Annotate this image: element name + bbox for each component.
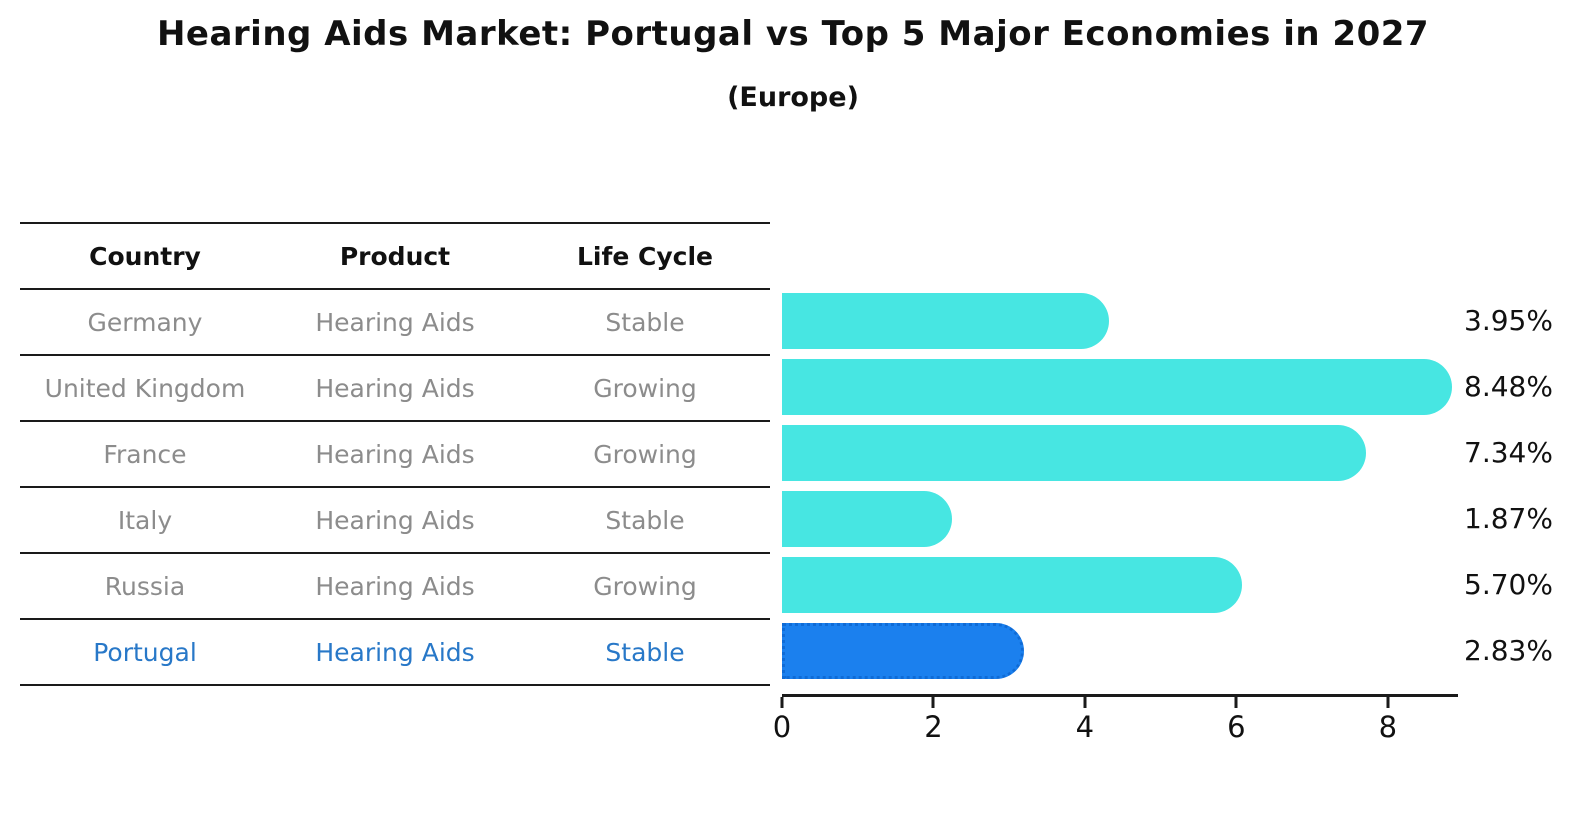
- column-header-product: Product: [339, 241, 451, 271]
- column-header-country: Country: [89, 241, 201, 271]
- x-tick-label: 2: [924, 710, 943, 744]
- cell-life-cycle: Growing: [593, 439, 697, 469]
- bar-portugal-highlighted: [782, 623, 1025, 679]
- table-row-germany: Germany Hearing Aids Stable: [20, 290, 770, 356]
- table-header-row: Country Product Life Cycle: [20, 224, 770, 290]
- bar-row-portugal: 2.83%: [782, 618, 1586, 684]
- cell-country: Portugal: [93, 637, 197, 667]
- cell-country: Russia: [104, 571, 186, 601]
- x-tick-mark: [1386, 697, 1390, 708]
- value-label-italy: 1.87%: [1464, 502, 1553, 535]
- column-header-life-cycle: Life Cycle: [576, 241, 714, 271]
- x-tick-mark: [1234, 697, 1238, 708]
- bar-row-united-kingdom: 8.48%: [782, 354, 1586, 420]
- bar-russia: [782, 557, 1242, 613]
- chart-subtitle: (Europe): [727, 82, 859, 113]
- bar-plot-area: 3.95% 8.48% 7.34% 1.87% 5.70% 2.83%: [782, 288, 1586, 684]
- cell-life-cycle: Stable: [605, 307, 685, 337]
- cell-life-cycle: Growing: [593, 571, 697, 601]
- country-table: Country Product Life Cycle Germany Heari…: [20, 222, 770, 686]
- table-row-portugal: Portugal Hearing Aids Stable: [20, 620, 770, 686]
- table-row-russia: Russia Hearing Aids Growing: [20, 554, 770, 620]
- bar-france: [782, 425, 1366, 481]
- chart-title: Hearing Aids Market: Portugal vs Top 5 M…: [156, 14, 1430, 54]
- cell-product: Hearing Aids: [315, 307, 475, 337]
- value-label-france: 7.34%: [1464, 436, 1553, 469]
- value-label-portugal: 2.83%: [1464, 634, 1553, 667]
- bar-united-kingdom: [782, 359, 1453, 415]
- cell-life-cycle: Stable: [605, 637, 685, 667]
- bar-row-germany: 3.95%: [782, 288, 1586, 354]
- cell-life-cycle: Stable: [605, 505, 685, 535]
- cell-product: Hearing Aids: [315, 439, 475, 469]
- cell-product: Hearing Aids: [315, 571, 475, 601]
- bar-row-italy: 1.87%: [782, 486, 1586, 552]
- value-label-united-kingdom: 8.48%: [1464, 370, 1553, 403]
- cell-country: Italy: [117, 505, 173, 535]
- x-tick-mark: [780, 697, 784, 708]
- table-row-italy: Italy Hearing Aids Stable: [20, 488, 770, 554]
- cell-life-cycle: Growing: [593, 373, 697, 403]
- x-tick-label: 0: [772, 710, 792, 744]
- cell-country: Germany: [87, 307, 203, 337]
- cell-country: United Kingdom: [44, 373, 246, 403]
- x-axis-ticks: 0 2 4 6 8: [773, 694, 1458, 754]
- value-label-germany: 3.95%: [1464, 304, 1553, 337]
- table-row-france: France Hearing Aids Growing: [20, 422, 770, 488]
- x-tick-mark: [1083, 697, 1087, 708]
- cell-product: Hearing Aids: [315, 505, 475, 535]
- x-tick-label: 4: [1075, 710, 1095, 744]
- bar-italy: [782, 491, 952, 547]
- bar-row-russia: 5.70%: [782, 552, 1586, 618]
- bar-germany: [782, 293, 1110, 349]
- bar-row-france: 7.34%: [782, 420, 1586, 486]
- x-axis-line: [782, 694, 1458, 697]
- table-row-united-kingdom: United Kingdom Hearing Aids Growing: [20, 356, 770, 422]
- cell-product: Hearing Aids: [315, 637, 475, 667]
- value-label-russia: 5.70%: [1464, 568, 1553, 601]
- cell-country: France: [103, 439, 187, 469]
- x-tick-label: 8: [1378, 710, 1398, 744]
- x-tick-label: 6: [1227, 710, 1246, 744]
- cell-product: Hearing Aids: [315, 373, 475, 403]
- x-tick-mark: [931, 697, 935, 708]
